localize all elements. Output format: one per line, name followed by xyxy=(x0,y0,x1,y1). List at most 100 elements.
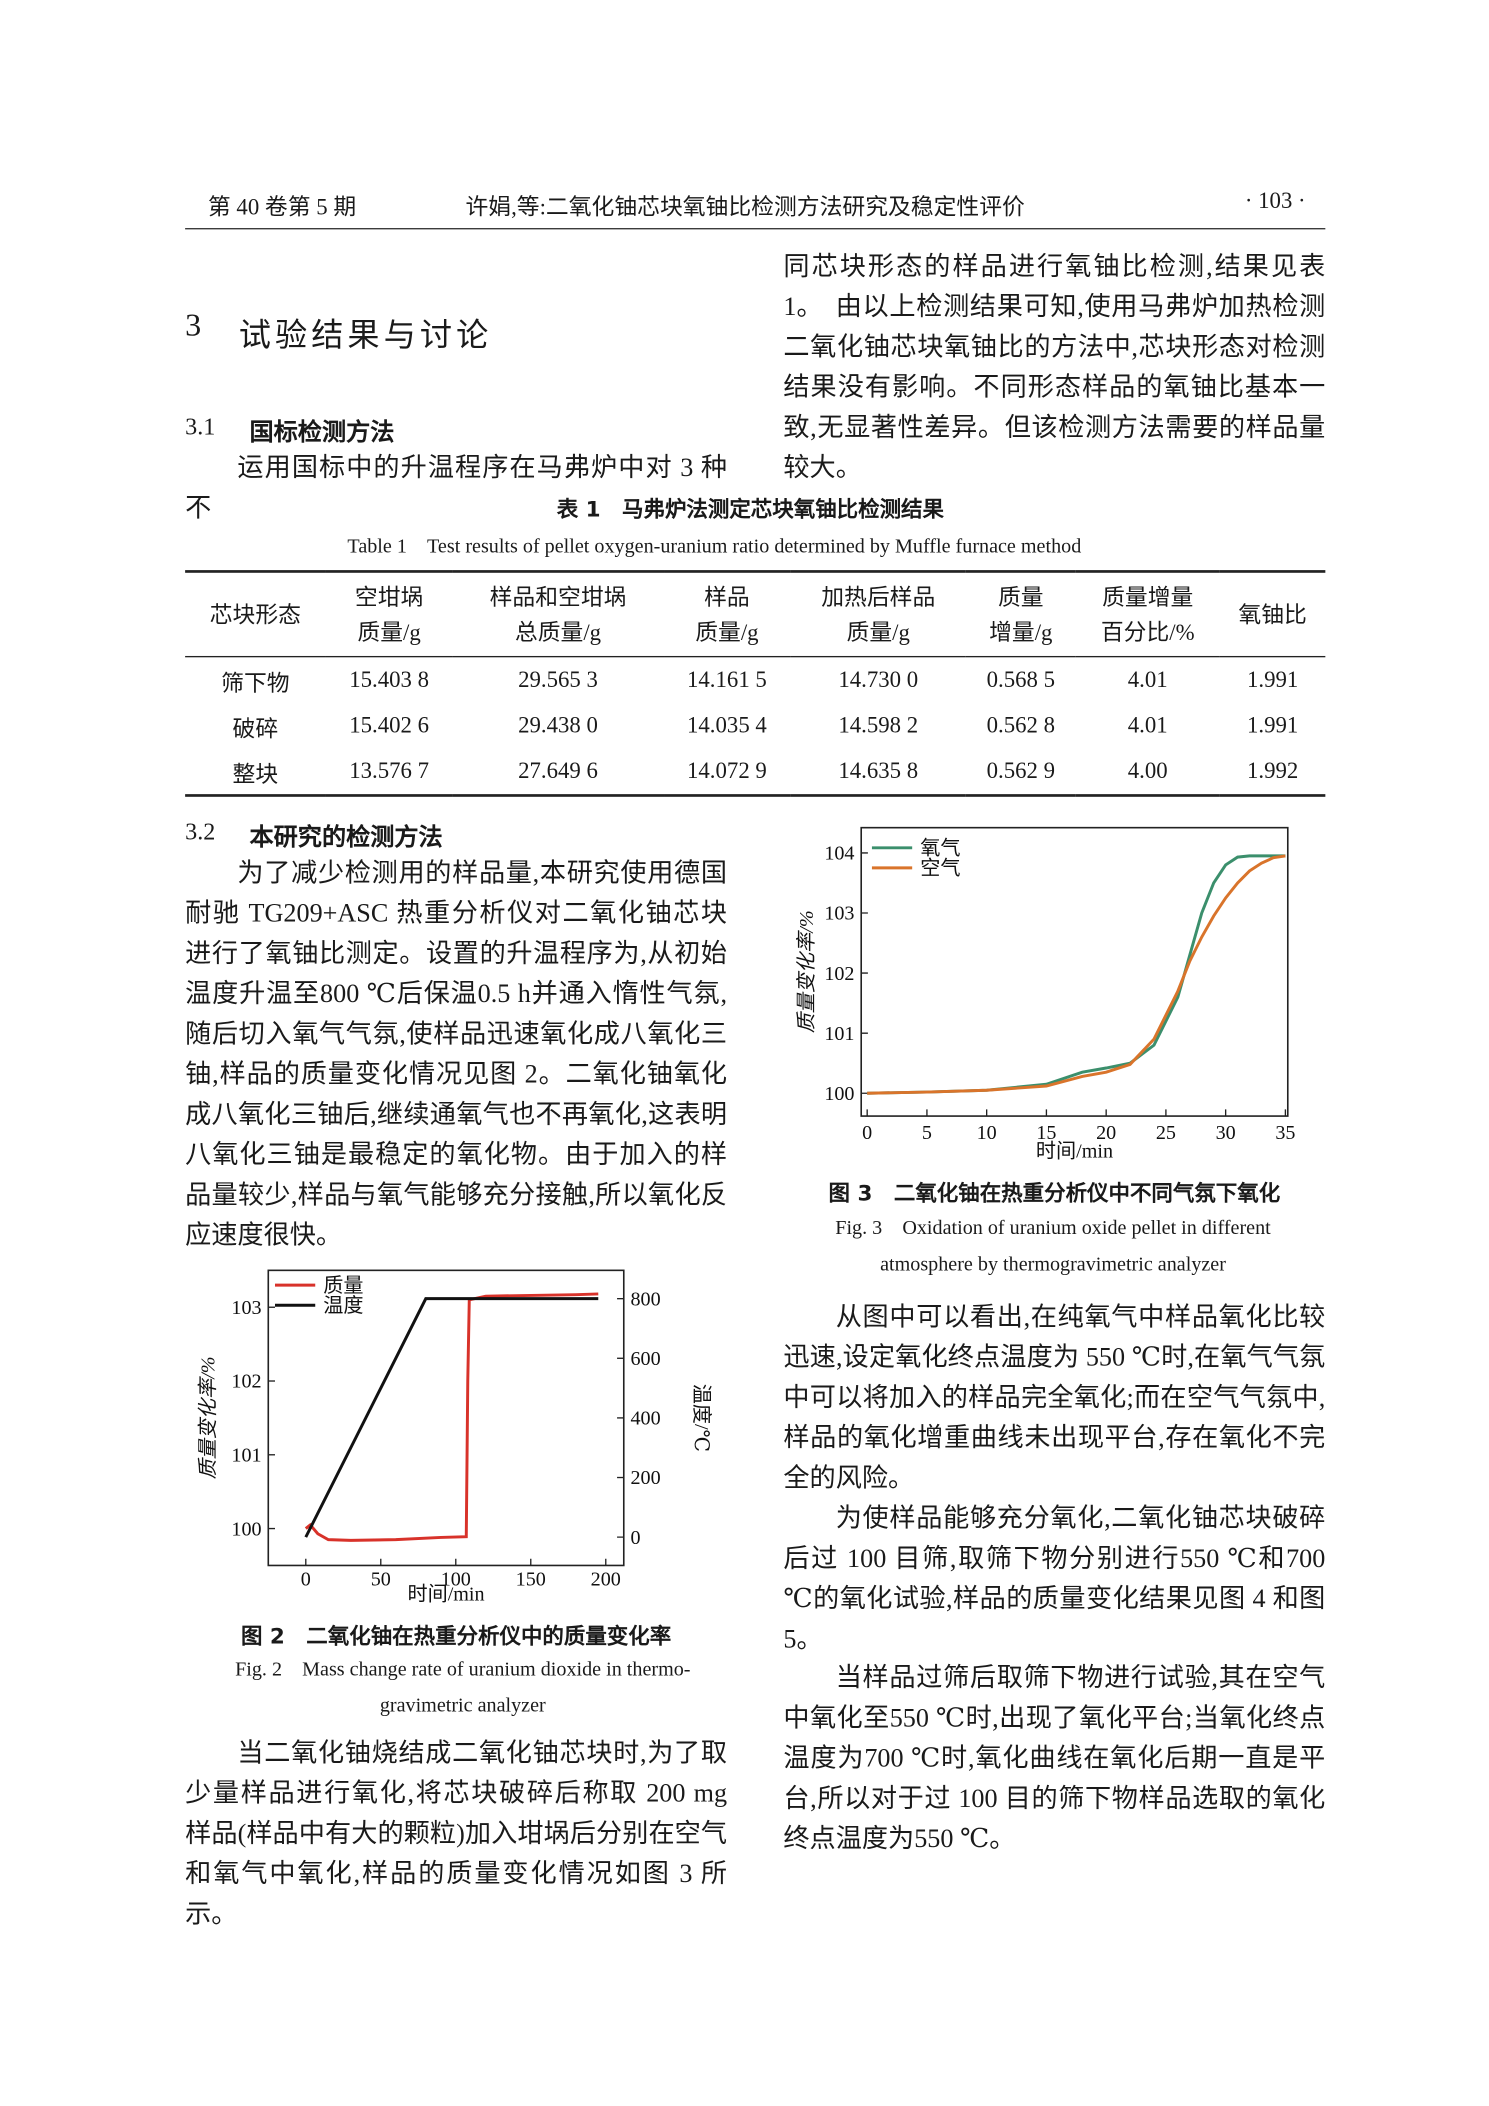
subsection-number: 3.2 xyxy=(185,818,216,846)
x-tick-label: 20 xyxy=(1096,1122,1116,1144)
header-text: 氧铀比 xyxy=(1238,602,1307,628)
y-tick-label: 102 xyxy=(824,963,854,985)
paragraph: 为使样品能够充分氧化,二氧化铀芯块破碎后过 100 目筛,取筛下物分别进行550… xyxy=(783,1505,1326,1654)
table-cell: 4.01 xyxy=(1127,666,1168,693)
table-cell: 1.991 xyxy=(1246,712,1299,738)
table-cell: 15.402 6 xyxy=(349,712,430,738)
x-tick-label: 0 xyxy=(301,1569,311,1591)
x-tick-label: 0 xyxy=(862,1122,872,1144)
y2-tick-label: 0 xyxy=(630,1527,640,1549)
subsection-title: 本研究的检测方法 xyxy=(249,823,443,852)
figure-caption-en: Fig. 2 Mass change rate of uranium dioxi… xyxy=(235,1659,691,1718)
table-cell: 14.035 4 xyxy=(687,712,767,738)
table-cell: 0.562 9 xyxy=(986,757,1056,784)
table-cell: 整块 xyxy=(232,761,279,787)
figure-caption: 图 3 二氧化铀在热重分析仪中不同气氛下氧化 xyxy=(828,1180,1281,1206)
header-text: 质量/g xyxy=(846,619,910,646)
table-header: 质量增量百分比/% xyxy=(1076,571,1220,656)
y-axis-label: 质量变化率/% xyxy=(795,910,818,1033)
paragraph: 由以上检测结果可知,使用马弗炉加热检测二氧化铀芯块氧铀比的方法中,芯块形态对检测… xyxy=(783,293,1326,483)
table-cell: 14.598 2 xyxy=(838,712,919,738)
x-tick-label: 150 xyxy=(516,1569,546,1591)
header-text: 百分比/% xyxy=(1100,619,1195,646)
header-center: 许娟,等:二氧化铀芯块氧铀比检测方法研究及稳定性评价 xyxy=(465,194,1025,220)
figure-2-chart: 0 50 100 150 200 100 101 102 103 0 200 400 600 800 时间/… xyxy=(197,1269,713,1605)
table-cell: 14.072 9 xyxy=(687,757,767,784)
header-text: 芯块形态 xyxy=(209,602,301,628)
header-text: 空坩埚 xyxy=(354,584,424,611)
subsection-number: 3.1 xyxy=(185,413,216,440)
table-cell: 筛下物 xyxy=(221,670,290,696)
data-line xyxy=(304,1297,599,1538)
legend-label: 温度 xyxy=(323,1294,363,1317)
table-cell: 14.730 0 xyxy=(838,666,919,693)
plot-frame xyxy=(267,1269,625,1567)
table-cell: 15.403 8 xyxy=(349,666,430,693)
x-axis-label: 时间/min xyxy=(1036,1140,1113,1163)
x-tick-label: 5 xyxy=(922,1122,932,1144)
table-header: 芯块形态 xyxy=(185,571,325,656)
y-tick-label: 103 xyxy=(824,903,854,925)
paragraph: 从图中可以看出,在纯氧气中样品氧化比较迅速,设定氧化终点温度为 550 ℃时,在… xyxy=(783,1303,1326,1494)
y-tick-label: 100 xyxy=(824,1083,854,1105)
table-cell: 1.991 xyxy=(1246,666,1299,693)
data-line xyxy=(304,1292,599,1542)
paragraph: 运用国标中的升温程序在马弗炉中对 3 种不 xyxy=(185,454,728,524)
y2-tick-label: 600 xyxy=(630,1348,660,1370)
paragraph: 当样品过筛后取筛下物进行试验,其在空气中氧化至550 ℃时,出现了氧化平台;当氧… xyxy=(783,1664,1326,1854)
figure-3-chart: 0 5 10 15 20 25 30 35 100 101 102 103 104 时间/min 质量变化率… xyxy=(795,826,1295,1163)
header-text: 质量/g xyxy=(357,619,421,646)
header-text: 加热后样品 xyxy=(821,584,936,611)
paragraph: 为了减少检测用的样品量,本研究使用德国耐驰 TG209+ASC 热重分析仪对二氧… xyxy=(185,859,728,1251)
table-row: 破碎 15.402 6 29.438 0 14.035 4 14.598 2 0.562 … xyxy=(185,703,1325,749)
table-row: 筛下物 15.403 8 29.565 3 14.161 5 14.730 0 0.568… xyxy=(185,657,1325,703)
header-text: 总质量/g xyxy=(514,619,602,646)
y2-tick-label: 800 xyxy=(630,1288,660,1310)
figure-caption: 图 2 二氧化铀在热重分析仪中的质量变化率 xyxy=(240,1623,672,1649)
table-cell: 0.568 5 xyxy=(986,666,1056,693)
header-text: 质量/g xyxy=(695,619,759,646)
header-text: 质量增量 xyxy=(1102,584,1194,611)
legend-label: 质量 xyxy=(323,1274,363,1297)
y-tick-label: 104 xyxy=(824,843,854,865)
x-tick-label: 35 xyxy=(1275,1122,1295,1144)
header-left: 第 40 卷第 5 期 xyxy=(207,194,357,220)
y-tick-label: 100 xyxy=(231,1518,261,1540)
y-axis-label: 质量变化率/% xyxy=(197,1356,220,1479)
y-tick-label: 101 xyxy=(824,1023,854,1045)
table-header: 质量增量/g xyxy=(966,571,1075,656)
section-number: 3 xyxy=(185,308,202,344)
header-text: 质量 xyxy=(997,584,1044,611)
header-text: 增量/g xyxy=(989,619,1053,646)
table-header: 样品和空坩埚 总质量/g xyxy=(453,571,664,656)
x-tick-label: 200 xyxy=(591,1569,621,1591)
header-text: 样品和空坩埚 xyxy=(489,584,627,611)
table-cell: 0.562 8 xyxy=(986,712,1056,738)
header-right: · 103 · xyxy=(1244,187,1306,214)
table-header: 样品 质量/g xyxy=(663,571,790,656)
table-header: 氧铀比 xyxy=(1220,571,1325,656)
table-cell: 14.635 8 xyxy=(838,757,919,784)
y2-tick-label: 200 xyxy=(630,1467,660,1489)
legend-label: 氧气 xyxy=(920,836,960,859)
y-tick-label: 103 xyxy=(231,1297,261,1319)
x-tick-label: 50 xyxy=(371,1569,391,1591)
table-cell: 破碎 xyxy=(232,715,279,742)
subsection-title: 国标检测方法 xyxy=(249,418,395,447)
data-line xyxy=(867,854,1286,1095)
table-cell: 1.992 xyxy=(1246,757,1299,784)
data-line xyxy=(867,854,1286,1095)
table-header: 加热后样品质量/g xyxy=(790,571,966,656)
table-cell: 29.565 3 xyxy=(518,666,598,693)
table-caption-en: Table 1 Test results of pellet oxygen-ur… xyxy=(347,536,1082,559)
results-table: 芯块形态 空坩埚 质量/g 样品和空坩埚 总质量/g 样品 质量/g 加热后样品 质量/g 质量增… xyxy=(185,570,1326,797)
y2-tick-label: 400 xyxy=(630,1408,660,1430)
table-cell: 4.01 xyxy=(1127,712,1168,738)
header-rule xyxy=(185,228,1326,230)
table-cell: 14.161 5 xyxy=(687,666,767,693)
y-tick-label: 101 xyxy=(231,1444,261,1466)
x-tick-label: 100 xyxy=(441,1569,471,1591)
table-cell: 27.649 6 xyxy=(518,757,598,784)
table-caption: 表 1 马弗炉法测定芯块氧铀比检测结果 xyxy=(556,496,944,522)
